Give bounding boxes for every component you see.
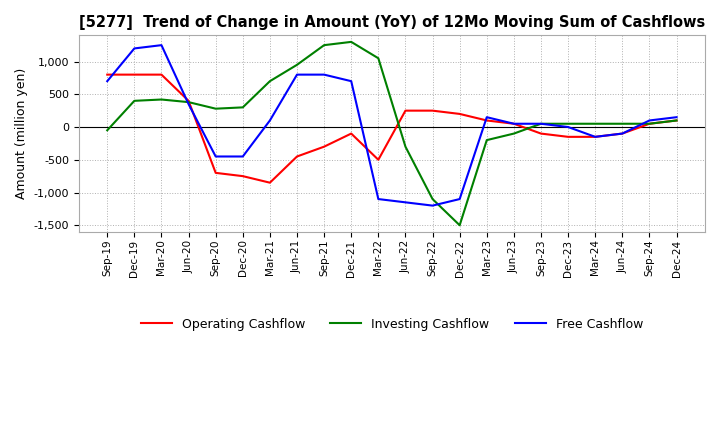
Free Cashflow xyxy=(238,154,247,159)
Line: Free Cashflow: Free Cashflow xyxy=(107,45,677,205)
Free Cashflow xyxy=(374,196,382,202)
Operating Cashflow xyxy=(293,154,302,159)
Investing Cashflow xyxy=(428,196,437,202)
Investing Cashflow xyxy=(510,131,518,136)
Free Cashflow xyxy=(130,46,139,51)
Free Cashflow xyxy=(320,72,328,77)
Legend: Operating Cashflow, Investing Cashflow, Free Cashflow: Operating Cashflow, Investing Cashflow, … xyxy=(135,313,648,336)
Operating Cashflow xyxy=(591,134,600,139)
Free Cashflow xyxy=(672,114,681,120)
Investing Cashflow xyxy=(455,223,464,228)
Operating Cashflow xyxy=(347,131,356,136)
Free Cashflow xyxy=(347,78,356,84)
Y-axis label: Amount (million yen): Amount (million yen) xyxy=(15,68,28,199)
Free Cashflow xyxy=(157,43,166,48)
Free Cashflow xyxy=(536,121,545,126)
Investing Cashflow xyxy=(347,39,356,44)
Investing Cashflow xyxy=(130,98,139,103)
Investing Cashflow xyxy=(482,137,491,143)
Investing Cashflow xyxy=(238,105,247,110)
Operating Cashflow xyxy=(401,108,410,113)
Free Cashflow xyxy=(510,121,518,126)
Operating Cashflow xyxy=(455,111,464,117)
Free Cashflow xyxy=(428,203,437,208)
Investing Cashflow xyxy=(618,121,626,126)
Free Cashflow xyxy=(103,78,112,84)
Operating Cashflow xyxy=(103,72,112,77)
Investing Cashflow xyxy=(564,121,572,126)
Operating Cashflow xyxy=(238,173,247,179)
Free Cashflow xyxy=(482,114,491,120)
Operating Cashflow xyxy=(374,157,382,162)
Free Cashflow xyxy=(645,118,654,123)
Operating Cashflow xyxy=(184,98,193,103)
Investing Cashflow xyxy=(293,62,302,67)
Line: Operating Cashflow: Operating Cashflow xyxy=(107,75,677,183)
Operating Cashflow xyxy=(672,118,681,123)
Free Cashflow xyxy=(564,125,572,130)
Investing Cashflow xyxy=(591,121,600,126)
Operating Cashflow xyxy=(645,121,654,126)
Operating Cashflow xyxy=(536,131,545,136)
Investing Cashflow xyxy=(672,118,681,123)
Free Cashflow xyxy=(184,102,193,107)
Operating Cashflow xyxy=(212,170,220,176)
Free Cashflow xyxy=(266,118,274,123)
Operating Cashflow xyxy=(618,131,626,136)
Operating Cashflow xyxy=(510,121,518,126)
Investing Cashflow xyxy=(157,97,166,102)
Operating Cashflow xyxy=(320,144,328,149)
Investing Cashflow xyxy=(374,55,382,61)
Line: Investing Cashflow: Investing Cashflow xyxy=(107,42,677,225)
Investing Cashflow xyxy=(184,99,193,105)
Free Cashflow xyxy=(212,154,220,159)
Free Cashflow xyxy=(401,200,410,205)
Investing Cashflow xyxy=(536,121,545,126)
Operating Cashflow xyxy=(266,180,274,185)
Operating Cashflow xyxy=(130,72,139,77)
Investing Cashflow xyxy=(103,128,112,133)
Investing Cashflow xyxy=(320,43,328,48)
Free Cashflow xyxy=(591,134,600,139)
Free Cashflow xyxy=(293,72,302,77)
Free Cashflow xyxy=(618,131,626,136)
Investing Cashflow xyxy=(645,121,654,126)
Free Cashflow xyxy=(455,196,464,202)
Investing Cashflow xyxy=(266,78,274,84)
Investing Cashflow xyxy=(401,144,410,149)
Operating Cashflow xyxy=(428,108,437,113)
Operating Cashflow xyxy=(564,134,572,139)
Title: [5277]  Trend of Change in Amount (YoY) of 12Mo Moving Sum of Cashflows: [5277] Trend of Change in Amount (YoY) o… xyxy=(78,15,705,30)
Operating Cashflow xyxy=(482,118,491,123)
Operating Cashflow xyxy=(157,72,166,77)
Investing Cashflow xyxy=(212,106,220,111)
